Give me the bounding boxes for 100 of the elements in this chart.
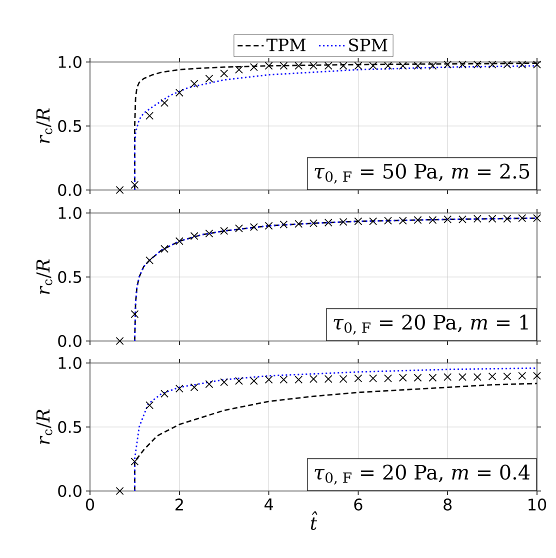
point <box>518 214 526 222</box>
point <box>503 214 512 223</box>
y-tick-label: 0.0 <box>58 184 82 196</box>
point <box>235 224 243 232</box>
point <box>130 180 139 189</box>
point <box>354 374 362 382</box>
x-tick-label: 2 <box>176 498 183 510</box>
x-tick-label: 10 <box>528 498 546 511</box>
point <box>444 373 452 382</box>
point <box>488 60 496 69</box>
point <box>160 244 168 253</box>
y-axis-title: r$_{c}$/R <box>36 409 52 444</box>
x-tick-label: 6 <box>354 498 362 511</box>
point <box>264 376 273 384</box>
point <box>324 375 332 383</box>
point <box>458 215 466 224</box>
point <box>384 62 392 70</box>
y-tick-label: 0.5 <box>58 270 82 284</box>
point <box>369 217 378 226</box>
y-tick-label: 1.0 <box>58 356 82 370</box>
point <box>398 62 407 70</box>
point <box>444 60 452 69</box>
point <box>458 373 466 382</box>
point <box>160 98 168 107</box>
y-tick-label: 0.5 <box>58 120 82 132</box>
point <box>294 62 303 70</box>
point <box>488 214 496 223</box>
point <box>444 215 452 224</box>
point <box>116 186 124 194</box>
point <box>175 237 184 246</box>
point <box>175 384 184 393</box>
point <box>220 378 228 386</box>
point <box>503 372 512 380</box>
point <box>205 229 214 238</box>
point <box>264 62 273 70</box>
x-axis-title: t̂ <box>310 511 318 530</box>
x-tick-label: 8 <box>444 498 452 511</box>
x-tick-label: 4 <box>264 498 273 510</box>
point <box>324 218 332 227</box>
point <box>473 214 482 223</box>
point <box>294 376 303 384</box>
point <box>414 62 422 70</box>
point <box>205 380 214 388</box>
point <box>205 74 214 83</box>
point <box>414 216 422 224</box>
point <box>428 216 437 224</box>
point <box>250 223 258 232</box>
point <box>310 375 318 383</box>
point <box>116 487 124 495</box>
point <box>250 63 258 72</box>
point <box>280 62 288 70</box>
point <box>190 383 198 392</box>
y-tick-label: 0.5 <box>58 420 82 434</box>
point <box>533 372 541 380</box>
point <box>339 375 348 383</box>
line-series <box>134 217 538 341</box>
point <box>146 256 154 264</box>
point <box>384 374 392 382</box>
point <box>116 337 124 345</box>
point <box>369 374 378 382</box>
annotation: τ$_{0, F}$ = 20 Pa, m = 1 <box>334 314 528 335</box>
point <box>146 401 154 410</box>
point <box>280 220 288 228</box>
point <box>220 226 228 235</box>
point <box>369 62 378 70</box>
point <box>533 60 541 69</box>
y-axis-title: r$_{c}$/R <box>36 259 52 294</box>
point <box>458 60 466 69</box>
point <box>294 220 303 228</box>
point <box>354 217 362 226</box>
point <box>250 376 258 385</box>
point <box>280 376 288 384</box>
point <box>428 374 437 382</box>
legend-label: SPM <box>349 38 388 52</box>
point <box>428 62 437 70</box>
point <box>220 70 228 78</box>
annotation: τ$_{0, F}$ = 20 Pa, m = 0.4 <box>314 464 530 485</box>
point <box>130 458 139 466</box>
y-tick-label: 1.0 <box>58 56 82 68</box>
point <box>533 214 541 222</box>
annotation: τ$_{0, F}$ = 50 Pa, m = 2.5 <box>314 164 530 184</box>
point <box>488 372 496 380</box>
y-tick-label: 0.0 <box>58 484 82 498</box>
point <box>354 62 362 70</box>
point <box>414 374 422 382</box>
point <box>310 62 318 70</box>
point <box>398 374 407 382</box>
point <box>384 216 392 225</box>
point <box>339 218 348 226</box>
x-tick-label: 0 <box>86 498 94 511</box>
point <box>503 60 512 69</box>
legend-label: TPM <box>266 38 306 52</box>
point <box>175 88 184 97</box>
y-axis-title: r$_{c}$/R <box>36 108 52 143</box>
point <box>130 310 139 318</box>
point <box>473 373 482 382</box>
point <box>324 62 332 70</box>
point <box>339 62 348 70</box>
y-tick-label: 0.0 <box>58 334 82 348</box>
point <box>264 222 273 230</box>
